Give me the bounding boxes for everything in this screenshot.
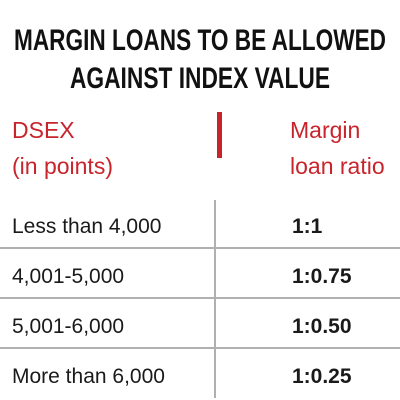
dsex-range: More than 6,000 bbox=[12, 365, 165, 388]
dsex-range: Less than 4,000 bbox=[12, 215, 161, 238]
column-header: (in points) bbox=[12, 153, 113, 179]
dsex-range: 4,001-5,000 bbox=[12, 265, 124, 288]
loan-ratio: 1:0.50 bbox=[292, 315, 352, 338]
header-divider bbox=[217, 112, 222, 158]
column-header: DSEX bbox=[12, 117, 75, 143]
dsex-range: 5,001-6,000 bbox=[12, 315, 124, 338]
loan-ratio: 1:1 bbox=[292, 215, 323, 238]
title-line: MARGIN LOANS TO BE ALLOWED bbox=[14, 24, 386, 57]
column-header: loan ratio bbox=[290, 153, 385, 179]
loan-ratio: 1:0.25 bbox=[292, 365, 352, 388]
title-line: AGAINST INDEX VALUE bbox=[70, 62, 330, 95]
column-header: Margin bbox=[290, 117, 360, 143]
loan-ratio: 1:0.75 bbox=[292, 265, 352, 288]
